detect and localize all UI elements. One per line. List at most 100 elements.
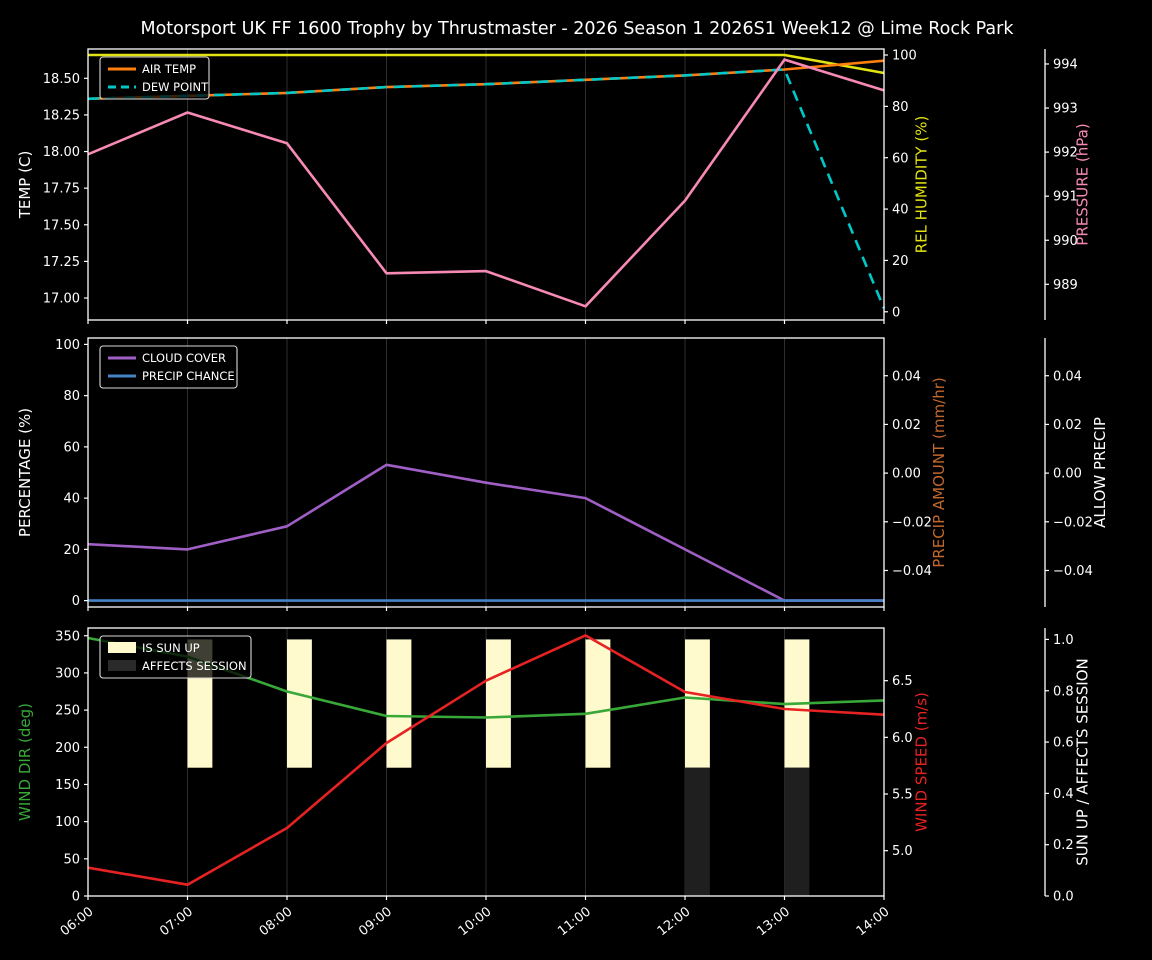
chart-wind-sun: 0 50 100 150 200 250 300 350 WIND DIR (deg) 5.0 5.…: [16, 627, 1091, 939]
tick-label: 17.00: [43, 292, 80, 307]
tick-label: 80: [63, 389, 80, 404]
series-wind-speed: [87, 634, 885, 887]
tick-label: −0.02: [892, 515, 932, 530]
legend-label-is-sun-up: IS SUN UP: [142, 641, 200, 655]
tick-label: 50: [63, 852, 80, 867]
x-tick-marks: [87, 607, 885, 611]
tick-label: 0.6: [1053, 736, 1074, 751]
tick-label: 989: [1053, 278, 1078, 293]
tick-label: 0.02: [1053, 418, 1082, 433]
tick-label: 100: [55, 815, 80, 830]
bar-is-sun-up: [585, 639, 611, 768]
axis-title-allow-precip: ALLOW PRECIP: [1091, 417, 1109, 528]
legend: IS SUN UP AFFECTS SESSION: [99, 635, 252, 679]
bar-affects-session: [685, 767, 710, 896]
tick-label: 80: [892, 100, 909, 115]
tick-label: −0.04: [892, 564, 932, 579]
tick-label: 0.00: [892, 467, 921, 482]
charts-container: 17.00 17.25 17.50 17.75 18.00 18.25 18.50 TEMP …: [16, 48, 1109, 939]
page-title: Motorsport UK FF 1600 Trophy by Thrustma…: [140, 19, 1014, 39]
tick-label: 5.0: [892, 844, 913, 859]
axis-title-temp-c-: TEMP (C): [16, 151, 34, 220]
axis-title-sun-up-affects-session: SUN UP / AFFECTS SESSION: [1073, 658, 1091, 866]
legend-box: [99, 635, 252, 679]
tick-label: 0.4: [1053, 787, 1074, 802]
tick-label: 250: [55, 704, 80, 719]
y-axis-pressure-hpa-: 989 990 991 992 993 994 PRESSURE (hPa): [1044, 49, 1091, 320]
axis-title-precip-amount-mm-hr-: PRECIP AMOUNT (mm/hr): [930, 377, 948, 567]
tick-label: 0.04: [1053, 369, 1082, 384]
chart-cloud-precip: 0 20 40 60 80 100 PERCENTAGE (%) 0.04 0.02 0.00 −0…: [16, 337, 1109, 611]
tick-label: 0: [72, 890, 80, 905]
x-tick-label: 08:00: [257, 904, 296, 939]
tick-label: 991: [1053, 190, 1078, 205]
tick-label: 990: [1053, 234, 1078, 249]
tick-label: 300: [55, 666, 80, 681]
x-tick-label: 12:00: [655, 904, 694, 939]
y-axis-sun-up-affects-session: 0.0 0.2 0.4 0.6 0.8 1.0 SUN UP / AFFECTS SESSI…: [1044, 628, 1091, 905]
bars-is-sun-up: [187, 639, 810, 768]
legend-label-cloud-cover: CLOUD COVER: [142, 351, 226, 365]
tick-label: 0.2: [1053, 838, 1074, 853]
y-axis-temp-c-: 17.00 17.25 17.50 17.75 18.00 18.25 18.50 TEMP …: [16, 72, 88, 307]
tick-label: 200: [55, 741, 80, 756]
y-axis-rel-humidity-: 0 20 40 60 80 100 REL HUMIDITY (%): [884, 49, 930, 320]
x-tick-label: 10:00: [456, 904, 495, 939]
x-tick-label: 07:00: [157, 904, 196, 939]
tick-label: 350: [55, 629, 80, 644]
tick-label: 17.50: [43, 218, 80, 233]
tick-label: 994: [1053, 58, 1078, 73]
tick-label: 150: [55, 778, 80, 793]
tick-label: 992: [1053, 146, 1078, 161]
bars-affects-session: [685, 767, 810, 896]
tick-label: 0.00: [1053, 467, 1082, 482]
chart-temperature-humidity-pressure: 17.00 17.25 17.50 17.75 18.00 18.25 18.50 TEMP …: [16, 48, 1091, 324]
y-axis-percentage-: 0 20 40 60 80 100 PERCENTAGE (%): [16, 338, 88, 609]
bar-is-sun-up: [287, 639, 312, 768]
tick-label: 40: [892, 203, 909, 218]
grid-lines: [187, 338, 785, 607]
axis-title-rel-humidity-: REL HUMIDITY (%): [912, 116, 930, 254]
tick-label: 17.25: [43, 255, 80, 270]
axis-title-wind-speed-m-s-: WIND SPEED (m/s): [912, 692, 930, 832]
tick-label: 100: [55, 338, 80, 353]
x-tick-label: 14:00: [854, 904, 893, 939]
x-tick-marks: [87, 896, 885, 900]
series-dew-point: [87, 68, 886, 309]
tick-label: 6.5: [892, 674, 913, 689]
series-cloud-cover: [87, 463, 884, 602]
tick-label: 20: [63, 543, 80, 558]
y-axis-wind-speed-m-s-: 5.0 5.5 6.0 6.5 WIND SPEED (m/s): [884, 674, 930, 859]
tick-label: 18.50: [43, 72, 80, 87]
tick-label: 40: [63, 492, 80, 507]
tick-label: −0.04: [1053, 564, 1093, 579]
tick-label: 60: [892, 151, 909, 166]
legend-swatch-is-sun-up: [108, 642, 136, 653]
legend: CLOUD COVER PRECIP CHANCE: [99, 345, 238, 389]
tick-label: 0.04: [892, 369, 921, 384]
bar-is-sun-up: [386, 639, 412, 768]
tick-label: 0: [72, 594, 80, 609]
axis-title-wind-dir-deg-: WIND DIR (deg): [16, 703, 34, 821]
tick-label: 1.0: [1053, 633, 1074, 648]
tick-label: 18.25: [43, 108, 80, 123]
x-tick-marks: [87, 320, 885, 324]
tick-label: 100: [892, 49, 917, 64]
tick-label: 5.5: [892, 788, 913, 803]
legend-label-dew-point: DEW POINT: [142, 80, 209, 94]
axis-title-pressure-hpa-: PRESSURE (hPa): [1073, 123, 1091, 245]
series-pressure: [87, 58, 885, 308]
tick-label: 17.75: [43, 182, 80, 197]
x-axis-labels: 06:00 07:00 08:00 09:00 10:00 11:00 12:00 13:00…: [58, 904, 893, 939]
bar-is-sun-up: [685, 639, 710, 768]
legend-label-affects-session: AFFECTS SESSION: [142, 659, 247, 673]
tick-label: −0.02: [1053, 515, 1093, 530]
tick-label: 0.02: [892, 418, 921, 433]
y-axis-wind-dir-deg-: 0 50 100 150 200 250 300 350 WIND DIR (deg): [16, 629, 88, 905]
tick-label: 20: [892, 254, 909, 269]
series-rel-humidity: [88, 53, 885, 75]
x-tick-label: 11:00: [555, 904, 594, 939]
x-tick-label: 13:00: [754, 904, 793, 939]
